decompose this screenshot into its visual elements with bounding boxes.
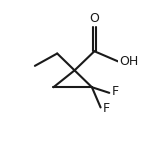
Text: O: O xyxy=(89,12,99,25)
Text: F: F xyxy=(112,85,119,98)
Text: OH: OH xyxy=(119,55,138,68)
Text: F: F xyxy=(103,101,110,114)
